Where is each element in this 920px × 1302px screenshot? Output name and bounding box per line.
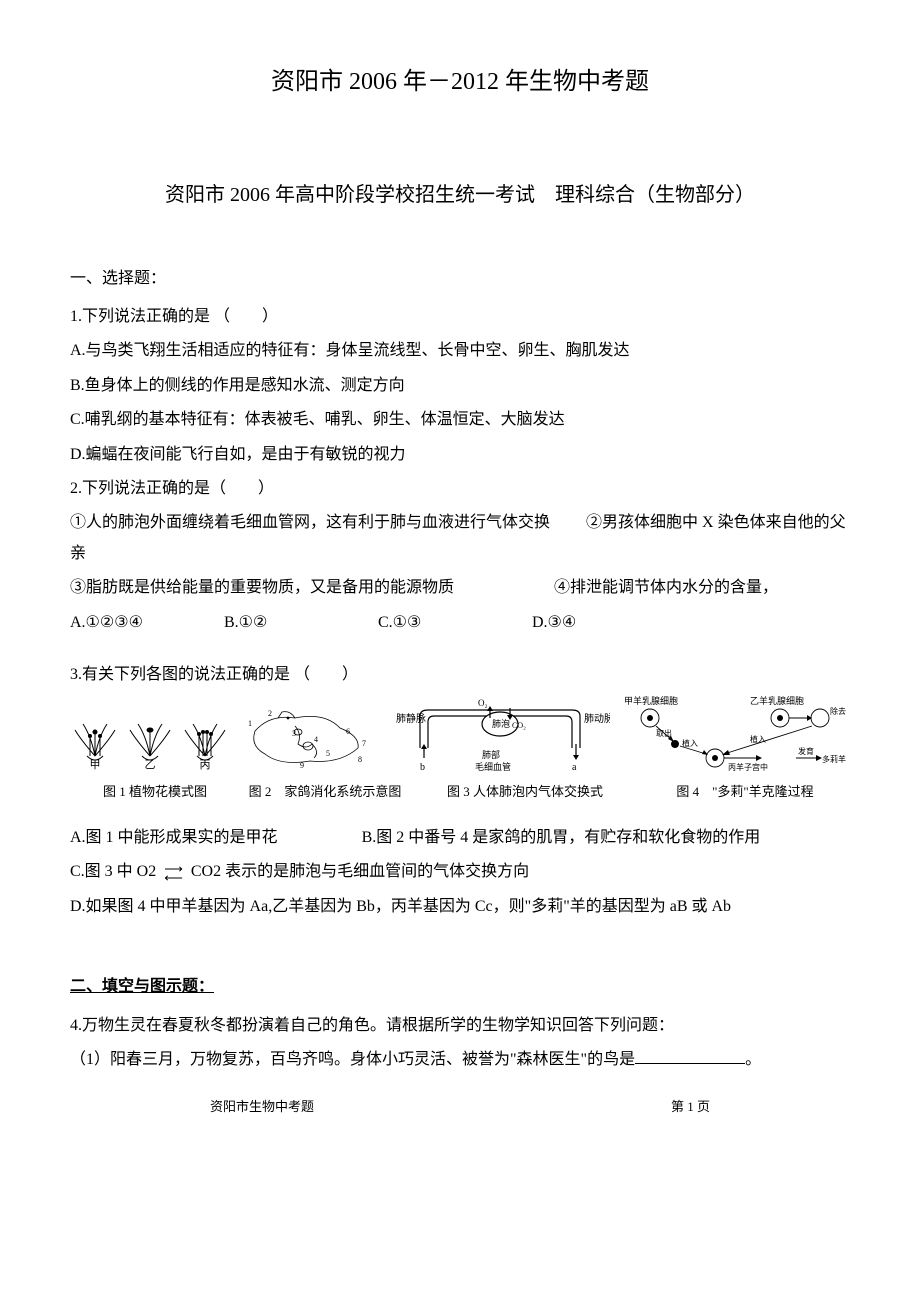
q3-d: D.如果图 4 中甲羊基因为 Aa,乙羊基因为 Bb，丙羊基因为 Cc，则"多莉… xyxy=(70,892,850,922)
q2-line1: ①人的肺泡外面缠绕着毛细血管网，这有利于肺与血液进行气体交换 ②男孩体细胞中 X… xyxy=(70,508,850,569)
fig2: 1 2 3 4 5 6 7 8 9 xyxy=(240,706,380,776)
q4-p1-post: 。 xyxy=(745,1051,761,1068)
q1-b: B.鱼身体上的侧线的作用是感知水流、测定方向 xyxy=(70,371,850,401)
fig3-caption: 图 3 人体肺泡内气体交换式 xyxy=(410,780,640,805)
q3-a: A.图 1 中能形成果实的是甲花 xyxy=(70,829,278,846)
fig3-center-label: 肺泡 xyxy=(492,718,510,729)
q2-line2: ③脂肪既是供给能量的重要物质，又是备用的能源物质 ④排泄能调节体内水分的含量， xyxy=(70,573,850,603)
blank-input[interactable] xyxy=(635,1047,745,1064)
q4-p1: （1）阳春三月，万物复苏，百鸟齐鸣。身体小巧灵活、被誉为"森林医生"的鸟是 。 xyxy=(70,1045,850,1075)
q2-item4: ④排泄能调节体内水分的含量， xyxy=(554,579,778,596)
q1-a: A.与鸟类飞翔生活相适应的特征有：身体呈流线型、长骨中空、卵生、胸肌发达 xyxy=(70,336,850,366)
q2-choices: A.①②③④ B.①② C.①③ D.③④ xyxy=(70,608,850,638)
q3-c-pre: C.图 3 中 O2 xyxy=(70,863,156,880)
q3-c-post: CO2 表示的是肺泡与毛细血管间的气体交换方向 xyxy=(191,863,529,880)
fig4-chuqu: 除去 xyxy=(830,706,846,716)
fig3-bottom2: 毛细血管 xyxy=(475,761,511,772)
fig4-duoli: 多莉羊 xyxy=(822,754,846,764)
q4-stem: 4.万物生灵在春夏秋冬都扮演着自己的角色。请根据所学的生物学知识回答下列问题： xyxy=(70,1011,850,1041)
svg-text:9: 9 xyxy=(300,761,304,770)
q3-c: C.图 3 中 O2 ⟶⟵ CO2 表示的是肺泡与毛细血管间的气体交换方向 xyxy=(70,857,850,887)
sub-title: 资阳市 2006 年高中阶段学校招生统一考试 理科综合（生物部分） xyxy=(70,176,850,214)
svg-text:6: 6 xyxy=(346,727,350,736)
fig4: 甲羊乳腺细胞 乙羊乳腺细胞 取出 除去 植入 植入 丙羊子宫中 发育 多莉羊 xyxy=(620,696,850,776)
q1-stem: 1.下列说法正确的是 （ ） xyxy=(70,302,850,332)
q2-choice-c: C.①③ xyxy=(378,608,528,638)
q2-choice-d: D.③④ xyxy=(532,608,682,638)
fig2-svg: 1 2 3 4 5 6 7 8 9 xyxy=(240,706,380,776)
fig3-o2: O₂ xyxy=(478,698,488,708)
fig2-caption: 图 2 家鸽消化系统示意图 xyxy=(240,780,410,805)
q2-choice-b: B.①② xyxy=(224,608,374,638)
q2-stem: 2.下列说法正确的是（ ） xyxy=(70,474,850,504)
svg-text:3: 3 xyxy=(292,729,296,738)
fig4-caption: 图 4 "多莉"羊克隆过程 xyxy=(640,780,850,805)
q4-p1-pre: （1）阳春三月，万物复苏，百鸟齐鸣。身体小巧灵活、被誉为"森林医生"的鸟是 xyxy=(70,1051,635,1068)
q3-b: B.图 2 中番号 4 是家鸽的肌胃，有贮存和软化食物的作用 xyxy=(362,829,761,846)
q3-ab: A.图 1 中能形成果实的是甲花 B.图 2 中番号 4 是家鸽的肌胃，有贮存和… xyxy=(70,823,850,853)
fig4-yi: 乙羊乳腺细胞 xyxy=(750,696,804,706)
svg-text:1: 1 xyxy=(248,719,252,728)
svg-text:5: 5 xyxy=(326,749,330,758)
fig3-left-label: 肺静脉 xyxy=(396,712,426,725)
fig4-svg: 甲羊乳腺细胞 乙羊乳腺细胞 取出 除去 植入 植入 丙羊子宫中 发育 多莉羊 xyxy=(620,696,850,776)
fig1: 甲 乙 丙 xyxy=(70,706,230,776)
fig4-quchu: 取出 xyxy=(656,728,672,738)
fig4-zhiru2: 植入 xyxy=(750,734,766,744)
svg-text:7: 7 xyxy=(362,739,366,748)
fig4-zhiru1: 植入 xyxy=(682,738,698,748)
svg-text:8: 8 xyxy=(358,755,362,764)
fig3-bottom1: 肺部 xyxy=(482,749,500,760)
footer-left: 资阳市生物中考题 xyxy=(210,1095,314,1120)
svg-text:甲: 甲 xyxy=(90,759,101,771)
svg-text:乙: 乙 xyxy=(145,758,156,771)
section1-heading: 一、选择题： xyxy=(70,264,850,294)
q1-d: D.蝙蝠在夜间能飞行自如，是由于有敏锐的视力 xyxy=(70,440,850,470)
fig3-b: b xyxy=(420,762,425,773)
page-footer: 资阳市生物中考题 第 1 页 xyxy=(70,1095,850,1120)
q2-choice-a: A.①②③④ xyxy=(70,608,220,638)
fig3: 肺静脉 肺动脉 肺泡 O₂ CO₂ b a 肺部 毛细血管 xyxy=(390,696,610,776)
svg-text:丙: 丙 xyxy=(200,759,211,771)
double-arrow-icon: ⟶⟵ xyxy=(164,864,183,882)
q2-item3: ③脂肪既是供给能量的重要物质，又是备用的能源物质 xyxy=(70,579,454,596)
fig4-bing: 丙羊子宫中 xyxy=(728,762,768,772)
main-title: 资阳市 2006 年－2012 年生物中考题 xyxy=(70,60,850,106)
footer-right: 第 1 页 xyxy=(671,1095,710,1120)
fig4-jia: 甲羊乳腺细胞 xyxy=(624,696,678,706)
svg-text:4: 4 xyxy=(314,735,318,744)
fig3-a: a xyxy=(572,762,577,773)
q1-c: C.哺乳纲的基本特征有：体表被毛、哺乳、卵生、体温恒定、大脑发达 xyxy=(70,405,850,435)
q3-stem: 3.有关下列各图的说法正确的是 （ ） xyxy=(70,660,850,690)
fig1-svg: 甲 乙 丙 xyxy=(70,706,230,776)
fig3-svg: 肺静脉 肺动脉 肺泡 O₂ CO₂ b a 肺部 毛细血管 xyxy=(390,696,610,776)
fig4-fayu: 发育 xyxy=(798,746,814,756)
fig3-co2: CO₂ xyxy=(512,721,526,730)
fig3-right-label: 肺动脉 xyxy=(584,712,610,725)
fig1-caption: 图 1 植物花模式图 xyxy=(70,780,240,805)
fig-captions: 图 1 植物花模式图 图 2 家鸽消化系统示意图 图 3 人体肺泡内气体交换式 … xyxy=(70,780,850,805)
svg-text:2: 2 xyxy=(268,709,272,718)
q2-item1: ①人的肺泡外面缠绕着毛细血管网，这有利于肺与血液进行气体交换 xyxy=(70,514,550,531)
q3-figures: 甲 乙 丙 xyxy=(70,696,850,776)
section2-heading: 二、填空与图示题： xyxy=(70,972,850,1002)
